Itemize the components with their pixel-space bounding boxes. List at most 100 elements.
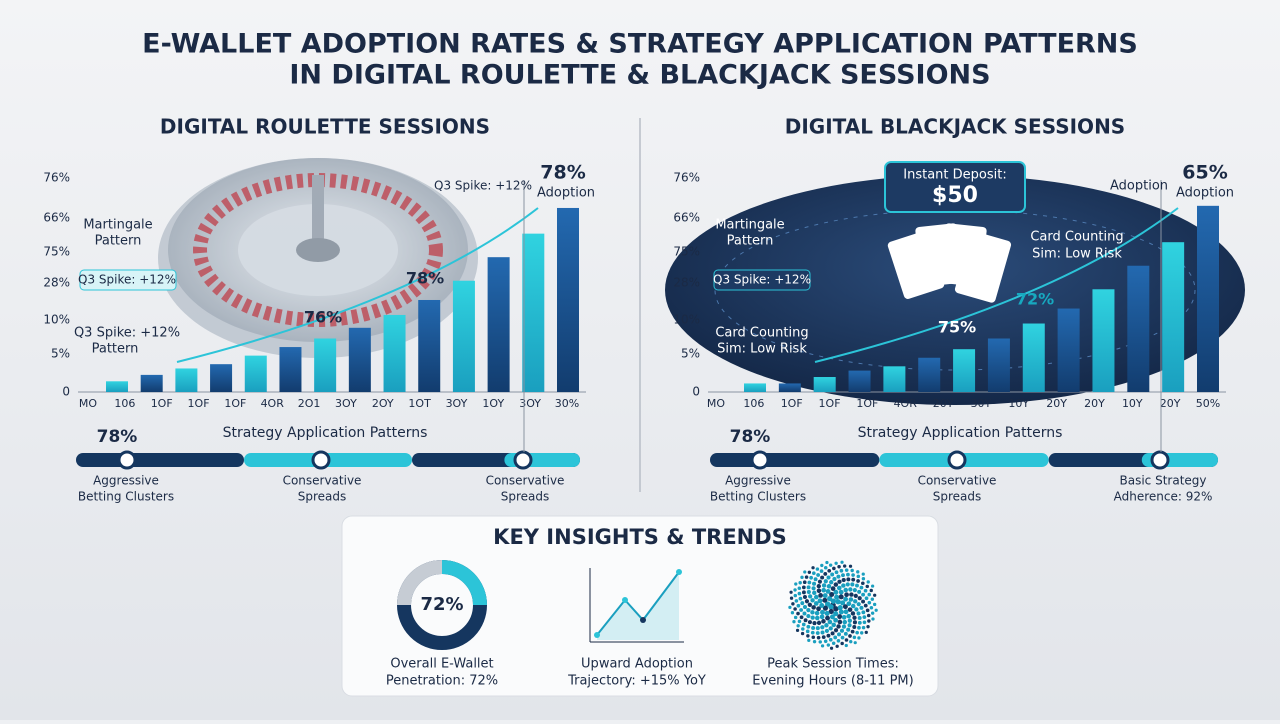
insights-title: KEY INSIGHTS & TRENDS (493, 525, 787, 549)
annotation: Adoption (1176, 186, 1234, 201)
dot (866, 613, 871, 618)
dot (846, 601, 852, 607)
dot (820, 575, 825, 580)
bar (1197, 205, 1219, 392)
dot (861, 581, 865, 586)
dot (866, 580, 870, 584)
insight-caption: Penetration: 72% (386, 674, 498, 689)
dot (816, 620, 822, 626)
dot (821, 587, 827, 593)
x-label: 10Y (1008, 397, 1029, 410)
y-label: 75% (43, 245, 70, 259)
annotation: Adoption (537, 186, 595, 201)
dot (797, 591, 802, 596)
dot (802, 595, 807, 600)
dot (810, 598, 815, 603)
dot (848, 597, 854, 602)
dot (840, 635, 845, 640)
dot (823, 566, 828, 570)
strategy-label: Basic Strategy (1120, 474, 1207, 488)
dot (841, 577, 846, 583)
dot (817, 598, 823, 604)
dot (816, 588, 822, 593)
y-label: 5% (681, 347, 700, 361)
dot (815, 567, 820, 571)
dot (853, 593, 858, 598)
dot (853, 599, 858, 604)
dot (806, 624, 811, 629)
annotation: Pattern (92, 342, 139, 357)
dot (810, 615, 815, 620)
dot (807, 602, 813, 607)
x-label: 3OY (446, 397, 468, 410)
dot (807, 570, 812, 574)
dot (872, 602, 877, 607)
annotation: Q3 Spike: +12% (78, 273, 176, 287)
x-label: 4OR (894, 397, 918, 410)
dot (834, 594, 840, 600)
bar (848, 370, 871, 392)
dot (810, 630, 815, 635)
dot (866, 624, 870, 629)
dot (833, 611, 839, 617)
strategy-title: Strategy Application Patterns (223, 425, 428, 441)
bar (522, 233, 545, 392)
dot (815, 615, 820, 621)
dot (844, 638, 849, 642)
y-label: 66% (43, 211, 70, 225)
dot (816, 635, 821, 640)
dot (840, 641, 844, 646)
dot (824, 601, 831, 607)
dot (806, 608, 811, 613)
dot (810, 610, 815, 615)
dot (859, 585, 864, 590)
dot (820, 644, 825, 648)
dot (809, 575, 813, 580)
panel-title: DIGITAL BLACKJACK SESSIONS (785, 115, 1125, 139)
x-label: 50% (1196, 397, 1220, 410)
annotation: Pattern (727, 234, 774, 249)
dot (802, 605, 808, 610)
dot (844, 568, 849, 572)
dot (817, 579, 822, 584)
dot (856, 602, 861, 607)
x-label: 1OF (781, 397, 803, 410)
strategy-label: Betting Clusters (710, 490, 806, 504)
y-label: 28% (43, 276, 70, 290)
dot (799, 615, 804, 620)
y-label: 10% (673, 313, 700, 327)
dot (851, 573, 855, 577)
dot (804, 575, 809, 579)
dot (844, 592, 849, 598)
dot (835, 644, 839, 648)
annotation: $50 (932, 183, 978, 208)
dot (828, 608, 834, 615)
dot (848, 634, 852, 638)
dot (818, 640, 822, 644)
dot (870, 611, 875, 615)
dot (861, 592, 866, 597)
y-label: 75% (673, 245, 700, 259)
dot (870, 597, 875, 601)
x-label: 1OF (819, 397, 841, 410)
dot (797, 619, 802, 624)
bar (383, 314, 406, 392)
dot (852, 588, 857, 593)
strategy-label: Conservative (486, 474, 565, 488)
dot (811, 586, 816, 591)
dot (815, 626, 820, 631)
dot (812, 639, 817, 644)
track-segment (76, 453, 244, 467)
dot (847, 618, 852, 623)
dot (796, 624, 800, 628)
dot (800, 631, 805, 636)
dot (836, 624, 841, 629)
callout-box (713, 269, 811, 291)
x-label: 1OY (482, 397, 504, 410)
dot (857, 625, 861, 630)
x-label: 4OR (261, 397, 285, 410)
dot (846, 577, 851, 582)
dot (796, 603, 801, 608)
dot (842, 619, 848, 625)
dot (865, 584, 870, 589)
